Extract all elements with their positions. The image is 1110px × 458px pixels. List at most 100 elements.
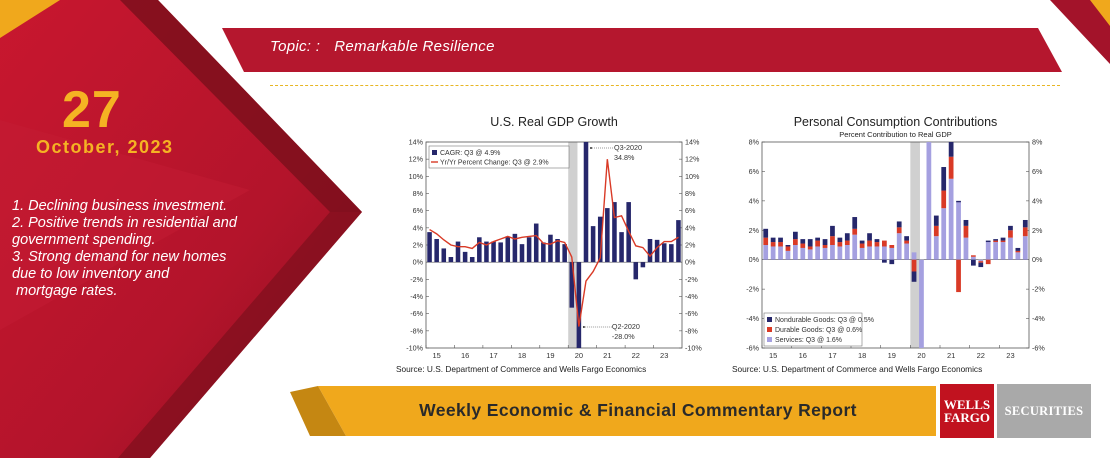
pce-legend-swatch [767,337,772,342]
key-point: 2. Positive trends in residential and [12,215,237,231]
gdp-legend-box [428,145,570,169]
pce-bar-segment [889,245,895,248]
gdp-chart-ytick-label-right: -6% [685,309,698,318]
gdp-chart-plot-frame [425,141,683,349]
charts-panel: U.S. Real GDP Growth -10% -10% -8% -8% -6% -6%… [394,100,1068,382]
pce-bar-segment [889,259,895,265]
pce-chart-ytick-label-right: 2% [1032,226,1043,235]
pce-bar-segment [1000,242,1006,260]
pce-bar-segment [785,245,791,247]
pce-chart-xtick-label: 20 [917,351,925,360]
pce-bar-segment [815,237,820,241]
gdp-chart-ytick-label-right: -2% [685,275,698,284]
gdp-legend [428,145,570,169]
pce-bar-segment [956,200,961,203]
pce-bar-segment [793,245,798,260]
gdp-annotation-q3-2020-line1: Q3-2020 [614,143,642,152]
pce-bar-segment [874,242,880,247]
gdp-bar [669,244,674,263]
pce-bar-segment [896,221,902,228]
pce-bar-segment [830,225,835,237]
pce-bar-segment [993,240,998,243]
pce-bar-segment [904,243,909,260]
pce-bar-segment [867,233,872,241]
gdp-chart-xtick-label: 15 [432,351,440,360]
pce-bar-segment [889,247,895,260]
pce-bar-segment [844,233,850,241]
pce-chart-subtitle: Percent Contribution to Real GDP [839,130,952,139]
wells-fargo-logo: WELLS FARGO [940,384,994,438]
pce-legend [763,312,863,347]
gdp-bar [477,237,482,263]
pce-bar-segment [844,245,850,260]
gdp-bar [455,241,461,263]
gdp-chart-source: Source: U.S. Department of Commerce and … [396,364,646,374]
pce-chart-ytick-label-right: -6% [1032,344,1045,353]
gdp-chart-title: U.S. Real GDP Growth [490,115,618,129]
gdp-chart-ytick-label-left: 4% [413,223,424,232]
pce-bar-segment [1022,236,1028,260]
gdp-bar [562,244,567,263]
left-dark-stripe-bottom [118,212,362,458]
pce-bar-segment [956,259,961,293]
pce-legend-swatch [767,327,772,332]
pce-bar-segment [978,259,984,262]
pce-chart-ytick-label-right: 4% [1032,196,1043,205]
gdp-bar [654,239,660,263]
gdp-chart-ytick-label-left: 12% [409,155,424,164]
pce-bar-segment [963,237,969,260]
pce-chart-plot-frame [761,141,1030,349]
pce-bar-segment [896,233,902,260]
pce-bar-segment [933,236,939,260]
pce-bar-segment [978,262,984,268]
gdp-chart-xtick-label: 16 [461,351,469,360]
pce-bar-segment [926,142,932,260]
gdp-chart-ytick-label-right: 8% [685,189,696,198]
pce-bar-segment [852,228,858,235]
key-point: due to low inventory and [12,266,170,282]
gdp-bar [676,220,681,263]
pce-legend-label: Nondurable Goods: Q3 @ 0.5% [775,317,874,324]
pce-bar-segment [867,246,872,260]
pce-bar-segment [882,246,887,260]
pce-bar-segment [778,237,783,243]
topic-bar-shape [222,28,1062,72]
gdp-chart-ytick-label-right: 4% [685,223,696,232]
pce-bar-segment [933,215,939,226]
gdp-bar [569,262,575,308]
gdp-bar [519,244,525,263]
pce-bar-segment [1008,237,1013,260]
key-point: mortgage rates. [12,283,118,299]
gdp-chart-xtick-label: 21 [603,351,611,360]
gdp-chart-ytick-label-left: -10% [406,344,423,353]
pce-legend-box [763,312,863,347]
pce-bar-segment [948,142,954,157]
pce-legend-label: Services: Q3 @ 1.6% [775,337,842,344]
pce-chart-xtick-label: 19 [888,351,896,360]
gdp-bar [434,238,439,263]
pce-bar-segment [978,261,984,263]
pce-bar-segment [830,236,835,245]
pce-bar-segment [882,240,887,247]
pce-chart-xtick-label: 16 [799,351,807,360]
gdp-chart-ytick-label-left: -2% [410,275,423,284]
gdp-chart-ytick-label-right: -4% [685,292,698,301]
key-point: government spending. [12,232,156,248]
pce-chart-ytick-label-left: 6% [749,167,760,176]
pce-bar-segment [867,240,872,247]
gdp-bar [619,232,624,263]
pce-bar-segment [837,246,843,260]
gdp-chart-ytick-label-right: 10% [685,172,700,181]
pce-bar-segment [770,242,776,247]
pce-chart-ytick-label-left: -6% [746,344,759,353]
pce-bar-segment [800,243,806,248]
gdp-chart-xtick-label: 22 [632,351,640,360]
gdp-chart-ytick-label-left: 0% [413,258,424,267]
pce-bar-segment [948,156,954,179]
pce-bar-segment [852,217,858,229]
gdp-chart-xtick-label: 23 [660,351,668,360]
pce-bar-segment [807,249,813,260]
pce-bar-segment [985,259,991,265]
dashed-divider [270,85,1060,86]
pce-bar-segment [800,247,806,260]
